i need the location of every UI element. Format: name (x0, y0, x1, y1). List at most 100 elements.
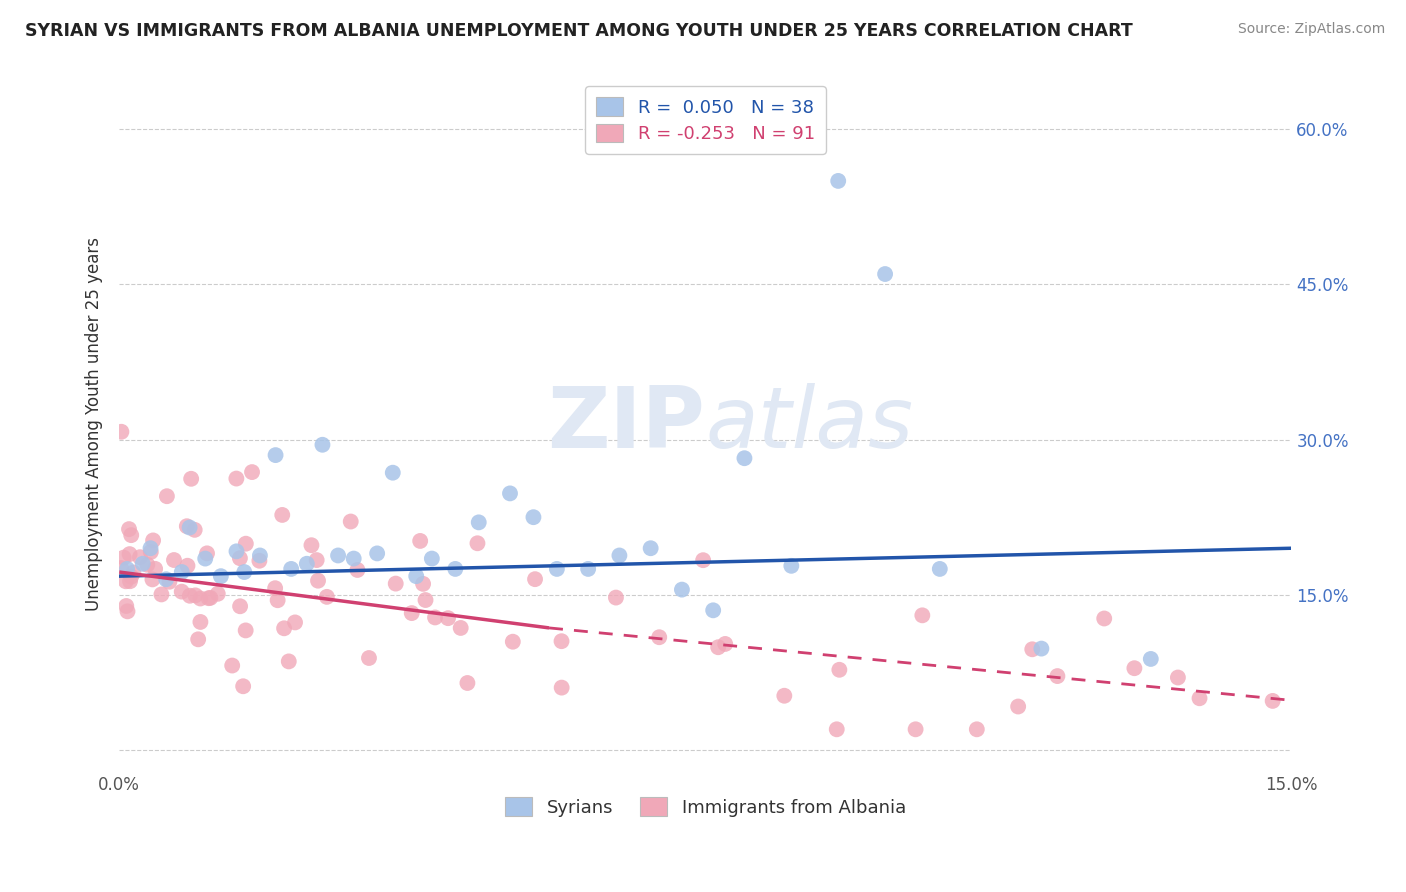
Point (450, 621, 472, 635)
Point (200, 591, 222, 605)
Point (179, 589, 201, 603)
Point (875, 267, 897, 281)
Point (502, 634, 524, 648)
Point (122, 566, 145, 580)
Point (733, 451, 755, 466)
Text: atlas: atlas (706, 383, 914, 466)
Point (229, 551, 252, 566)
Point (233, 565, 256, 579)
Point (366, 546, 388, 560)
Point (609, 549, 631, 563)
Point (605, 591, 627, 605)
Point (112, 550, 135, 565)
Point (157, 574, 180, 589)
Point (273, 621, 295, 635)
Point (640, 541, 662, 556)
Point (1031, 641, 1053, 656)
Point (194, 551, 217, 566)
Point (142, 533, 165, 548)
Point (928, 562, 950, 576)
Point (437, 611, 460, 625)
Point (295, 557, 318, 571)
Point (343, 551, 366, 566)
Point (209, 569, 232, 583)
Point (150, 587, 173, 601)
Point (249, 549, 271, 563)
Point (170, 565, 193, 579)
Point (120, 569, 142, 583)
Point (966, 723, 988, 737)
Point (576, 562, 599, 576)
Point (170, 584, 193, 599)
Point (247, 554, 270, 568)
Point (110, 561, 132, 575)
Point (139, 541, 162, 556)
Point (305, 553, 328, 567)
Point (467, 536, 489, 550)
Point (284, 615, 307, 630)
Point (524, 572, 547, 586)
Point (904, 723, 927, 737)
Text: SYRIAN VS IMMIGRANTS FROM ALBANIA UNEMPLOYMENT AMONG YOUTH UNDER 25 YEARS CORREL: SYRIAN VS IMMIGRANTS FROM ALBANIA UNEMPL… (25, 22, 1133, 40)
Text: Source: ZipAtlas.com: Source: ZipAtlas.com (1237, 22, 1385, 37)
Point (384, 576, 406, 591)
Point (1007, 699, 1029, 714)
Point (117, 604, 139, 618)
Point (702, 603, 724, 617)
Point (232, 679, 254, 693)
Point (671, 582, 693, 597)
Point (180, 472, 202, 486)
Point (550, 681, 572, 695)
Point (136, 558, 159, 572)
Point (120, 528, 142, 542)
Point (143, 562, 166, 576)
Point (225, 471, 247, 485)
Point (1139, 652, 1161, 666)
Point (114, 574, 136, 589)
Point (176, 558, 198, 573)
Point (911, 608, 934, 623)
Text: ZIP: ZIP (547, 383, 706, 466)
Point (546, 562, 568, 576)
Point (311, 438, 333, 452)
Point (1123, 661, 1146, 675)
Legend: Syrians, Immigrants from Albania: Syrians, Immigrants from Albania (498, 790, 912, 824)
Point (315, 590, 337, 604)
Point (773, 689, 796, 703)
Point (179, 520, 201, 534)
Point (207, 587, 229, 601)
Point (648, 630, 671, 644)
Point (550, 634, 572, 648)
Point (264, 581, 287, 595)
Point (229, 599, 252, 614)
Point (409, 533, 432, 548)
Point (240, 465, 263, 479)
Point (190, 615, 212, 629)
Point (141, 573, 163, 587)
Point (187, 632, 209, 647)
Point (195, 546, 218, 560)
Point (225, 544, 247, 558)
Point (156, 489, 179, 503)
Point (155, 572, 177, 586)
Point (828, 663, 851, 677)
Point (110, 425, 132, 439)
Point (235, 624, 257, 638)
Point (235, 537, 257, 551)
Point (827, 174, 849, 188)
Point (301, 538, 323, 552)
Point (115, 562, 138, 576)
Point (339, 515, 361, 529)
Point (184, 588, 207, 602)
Point (163, 553, 186, 567)
Point (522, 510, 544, 524)
Point (118, 574, 141, 589)
Point (714, 637, 737, 651)
Point (381, 466, 404, 480)
Point (444, 562, 467, 576)
Point (1046, 669, 1069, 683)
Point (326, 549, 349, 563)
Point (1021, 642, 1043, 657)
Point (401, 606, 423, 620)
Point (118, 522, 141, 536)
